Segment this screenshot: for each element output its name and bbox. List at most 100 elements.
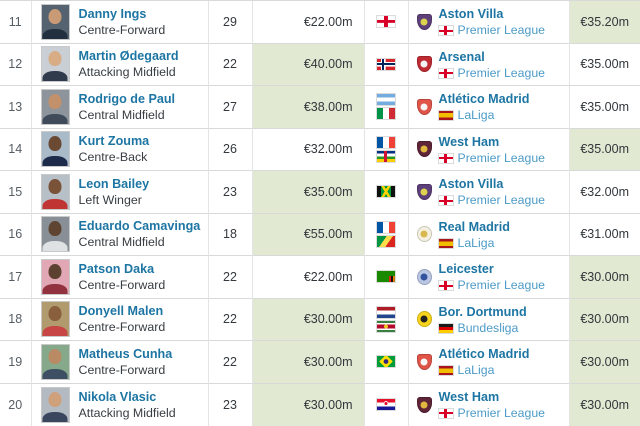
- player-photo[interactable]: [40, 173, 70, 210]
- player-photo[interactable]: [40, 131, 70, 168]
- age-cell: 23: [207, 170, 252, 213]
- player-name-link[interactable]: Eduardo Camavinga: [78, 219, 201, 234]
- league-name-link[interactable]: Premier League: [457, 65, 546, 80]
- player-position: Centre-Forward: [78, 277, 166, 292]
- player-name-link[interactable]: Leon Bailey: [78, 176, 150, 191]
- league-flag-icon: [438, 196, 453, 206]
- player-name-link[interactable]: Rodrigo de Paul: [78, 91, 176, 106]
- league-name-link[interactable]: Premier League: [457, 278, 546, 293]
- suriname-flag-icon: [377, 320, 395, 332]
- rank-cell: 14: [0, 127, 31, 171]
- player-name-link[interactable]: Kurt Zouma: [78, 134, 150, 149]
- league-name-link[interactable]: Premier League: [457, 23, 546, 38]
- club-cell: Aston Villa Premier League: [407, 170, 569, 213]
- player-photo[interactable]: [40, 258, 70, 295]
- age-cell: 27: [207, 85, 252, 128]
- player-name-link[interactable]: Patson Daka: [78, 261, 155, 276]
- arsenal-crest[interactable]: [416, 56, 432, 73]
- league-name-link[interactable]: LaLiga: [457, 235, 495, 250]
- player-name-link[interactable]: Donyell Malen: [78, 304, 164, 319]
- club-name-link[interactable]: Aston Villa: [438, 177, 504, 192]
- table-row: 20 Nikola Vlasic Attacking Midfield 23 €…: [0, 382, 640, 426]
- player-photo[interactable]: [40, 301, 70, 338]
- aston-villa-crest[interactable]: [416, 183, 432, 200]
- rank-cell: 18: [0, 297, 31, 341]
- market-value-cell: €55.00m: [251, 212, 364, 256]
- age-cell: 22: [207, 255, 252, 298]
- player-position: Central Midfield: [78, 235, 165, 250]
- player-cell: Donyell Malen Centre-Forward: [30, 297, 208, 341]
- player-name-link[interactable]: Matheus Cunha: [78, 346, 173, 361]
- england-flag-icon: [377, 16, 395, 28]
- table-row: 18 Donyell Malen Centre-Forward 22 €30.0…: [0, 297, 640, 341]
- player-name-link[interactable]: Danny Ings: [78, 6, 147, 21]
- fee-cell: €32.00m: [568, 170, 640, 213]
- club-name-link[interactable]: Arsenal: [438, 49, 485, 64]
- market-value-cell: €32.00m: [251, 127, 364, 171]
- club-name-link[interactable]: Bor. Dortmund: [438, 304, 527, 319]
- club-name-link[interactable]: West Ham: [438, 390, 500, 404]
- table-row: 14 Kurt Zouma Centre-Back 26 €32.00m Wes…: [0, 127, 640, 171]
- age-cell: 22: [207, 340, 252, 383]
- player-name-link[interactable]: Nikola Vlasic: [78, 389, 157, 404]
- player-photo[interactable]: [40, 3, 70, 40]
- club-name-link[interactable]: Leicester: [438, 262, 494, 277]
- player-cell: Patson Daka Centre-Forward: [30, 255, 208, 298]
- club-cell: Aston Villa Premier League: [407, 0, 569, 43]
- club-name-link[interactable]: Aston Villa: [438, 7, 504, 22]
- nationality-stack: [377, 186, 395, 198]
- rank-cell: 15: [0, 170, 31, 213]
- atletico-madrid-crest[interactable]: [416, 353, 432, 370]
- table-row: 15 Leon Bailey Left Winger 23 €35.00m As…: [0, 170, 640, 213]
- nationality-stack: [377, 136, 395, 162]
- player-name-link[interactable]: Martin Ødegaard: [78, 49, 179, 64]
- rank-cell: 12: [0, 42, 31, 86]
- atletico-madrid-crest[interactable]: [416, 98, 432, 115]
- aston-villa-crest[interactable]: [416, 13, 432, 30]
- player-position: Central Midfield: [78, 107, 165, 122]
- player-photo[interactable]: [40, 46, 70, 83]
- west-ham-crest[interactable]: [416, 141, 432, 158]
- age-cell: 23: [207, 382, 252, 426]
- league-flag-icon: [438, 323, 453, 333]
- league-name-link[interactable]: Premier League: [457, 150, 546, 165]
- league-name-link[interactable]: LaLiga: [457, 363, 495, 378]
- norway-flag-icon: [377, 58, 395, 70]
- leicester-crest[interactable]: [416, 268, 432, 285]
- player-cell: Matheus Cunha Centre-Forward: [30, 340, 208, 383]
- club-name-link[interactable]: Atlético Madrid: [438, 92, 530, 107]
- france-flag-icon: [377, 221, 395, 233]
- nationality-stack: [377, 58, 395, 70]
- table-row: 17 Patson Daka Centre-Forward 22 €22.00m…: [0, 255, 640, 298]
- player-photo[interactable]: [40, 343, 70, 380]
- league-name-link[interactable]: Bundesliga: [457, 320, 519, 335]
- club-name-link[interactable]: Atlético Madrid: [438, 347, 530, 362]
- league-name-link[interactable]: Premier League: [457, 406, 546, 420]
- player-photo[interactable]: [40, 88, 70, 125]
- nationality-stack: [377, 221, 395, 247]
- nationality-cell: [363, 42, 408, 86]
- market-value-cell: €30.00m: [251, 382, 364, 426]
- club-name-link[interactable]: West Ham: [438, 134, 500, 149]
- league-name-link[interactable]: Premier League: [457, 193, 546, 208]
- italy-flag-icon: [377, 108, 395, 120]
- market-value-cell: €22.00m: [251, 255, 364, 298]
- borussia-dortmund-crest[interactable]: [416, 311, 432, 328]
- rank-cell: 11: [0, 0, 31, 43]
- rank-cell: 19: [0, 340, 31, 383]
- real-madrid-crest[interactable]: [416, 226, 432, 243]
- club-name-link[interactable]: Real Madrid: [438, 219, 510, 234]
- west-ham-crest[interactable]: [416, 396, 432, 413]
- nationality-stack: [377, 306, 395, 332]
- club-cell: Real Madrid LaLiga: [407, 212, 569, 256]
- player-position: Centre-Forward: [78, 362, 166, 377]
- player-photo[interactable]: [40, 216, 70, 253]
- league-flag-icon: [438, 238, 453, 248]
- age-cell: 22: [207, 297, 252, 341]
- fee-cell: €30.00m: [568, 255, 640, 298]
- argentina-flag-icon: [377, 94, 395, 106]
- player-photo[interactable]: [40, 386, 70, 423]
- nationality-cell: [363, 0, 408, 43]
- league-name-link[interactable]: LaLiga: [457, 108, 495, 123]
